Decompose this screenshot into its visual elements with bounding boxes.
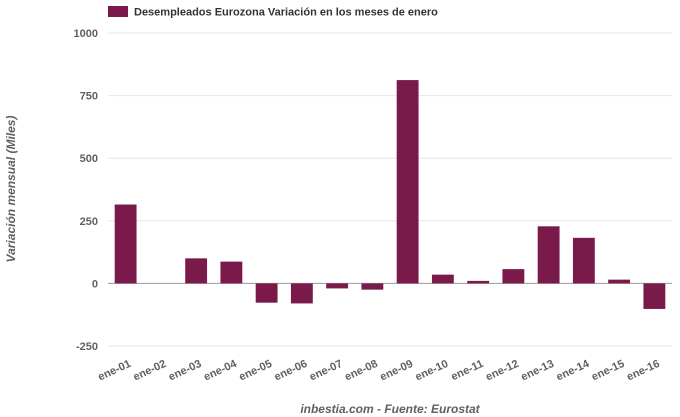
x-tick-label: ene-06 [272,358,309,384]
x-tick-label: ene-04 [202,357,239,383]
y-tick-label: 500 [80,153,98,165]
x-tick-label: ene-16 [625,358,662,384]
x-tick-label: ene-08 [343,358,380,384]
x-axis-ticks: ene-01ene-02ene-03ene-04ene-05ene-06ene-… [96,357,661,383]
source-note: inbestia.com - Fuente: Eurostat [300,402,480,416]
bar-ene-05 [255,283,278,303]
bar-ene-07 [326,283,349,289]
bar-ene-11 [467,280,490,284]
y-axis-ticks: 1000 750 500 250 0 -250 [74,28,98,353]
x-tick-label: ene-10 [413,358,450,384]
bars [114,80,666,309]
x-tick-label: ene-14 [554,357,591,383]
legend-swatch [108,6,128,17]
gridlines [108,32,672,347]
x-tick-label: ene-03 [167,358,204,384]
y-tick-label: -250 [76,341,98,353]
x-tick-label: ene-15 [590,358,627,384]
x-tick-label: ene-09 [378,358,415,384]
bar-ene-03 [185,258,208,284]
x-tick-label: ene-12 [484,358,521,384]
legend-label: Desempleados Eurozona Variación en los m… [134,7,438,19]
y-axis-title: Variación mensual (Miles) [4,116,18,263]
y-tick-label: 250 [80,216,98,228]
bar-ene-10 [431,274,454,284]
bar-ene-16 [643,283,666,309]
y-tick-label: 750 [80,91,98,103]
y-tick-label: 0 [92,278,98,290]
x-tick-label: ene-01 [96,358,133,384]
bar-ene-13 [537,226,560,284]
x-tick-label: ene-11 [449,358,485,383]
bar-ene-09 [396,80,419,284]
x-tick-label: ene-07 [308,358,345,384]
legend: Desempleados Eurozona Variación en los m… [108,6,438,19]
x-tick-label: ene-13 [519,358,556,384]
bar-ene-08 [361,283,384,290]
y-tick-label: 1000 [74,28,98,40]
bar-ene-14 [572,237,595,284]
bar-ene-15 [608,279,631,284]
bar-ene-01 [114,204,137,284]
bar-ene-06 [290,283,313,304]
bar-ene-04 [220,261,243,284]
x-tick-label: ene-02 [131,358,168,384]
x-tick-label: ene-05 [237,358,274,384]
bar-ene-12 [502,269,525,284]
